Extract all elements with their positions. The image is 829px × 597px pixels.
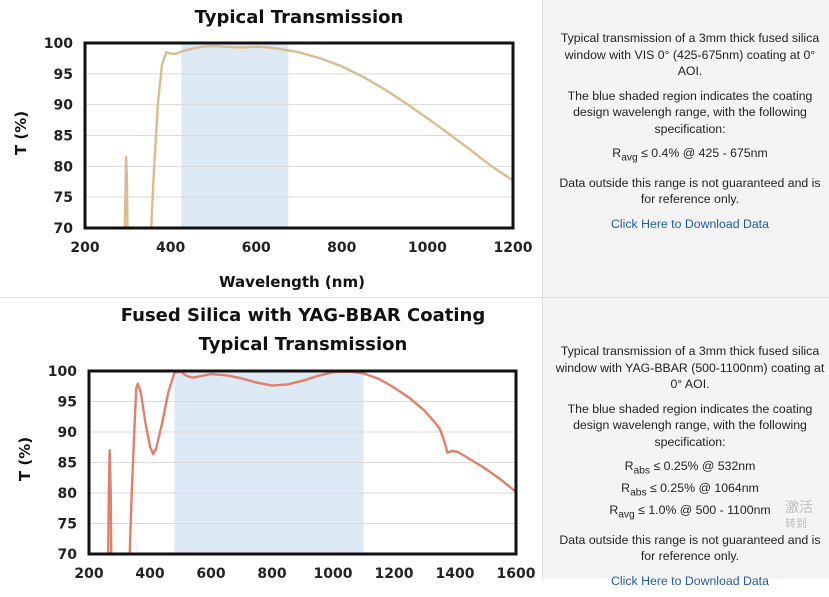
- chart1-plot-area: 70 75 80 85 90 95 100 200 400 600 800 1000 1200: [44, 36, 533, 256]
- chart2-plot-area: 70 75 80 85 90 95 100 200 400 600 800 1000 1200 1400 1…: [48, 364, 536, 579]
- chart1-ytick-label: 85: [54, 129, 73, 145]
- chart1-ylabel: T (%): [12, 111, 30, 155]
- chart2-series-line-1-seg-1: [106, 449, 113, 554]
- chart2-ytick-label: 70: [58, 547, 78, 563]
- panel1-spec-list: Ravg ≤ 0.4% @ 425 - 675nm: [552, 145, 828, 167]
- chart2-xtick-label: 200: [74, 566, 103, 579]
- chart1-ytick-label: 95: [54, 67, 73, 83]
- chart1-plot-frame: [83, 41, 515, 230]
- panel2-spec-list: Rabs ≤ 0.25% @ 532nm Rabs ≤ 0.25% @ 1064…: [552, 458, 828, 524]
- panel2-download-link[interactable]: Click Here to Download Data: [611, 573, 769, 588]
- chart1-ytick-label: 70: [54, 221, 74, 237]
- watermark-line-1: 激活: [785, 500, 813, 516]
- chart1-xtick-label: 400: [156, 240, 185, 256]
- chart1-xtick-label: 1000: [408, 240, 447, 256]
- chart1-xlabel: Wavelength (nm): [219, 273, 365, 291]
- panel2-spec-line: Rabs ≤ 0.25% @ 532nm: [624, 459, 756, 477]
- chart2-title-line-1: Fused Silica with YAG-BBAR Coating: [121, 305, 486, 326]
- panel1-download-link[interactable]: Click Here to Download Data: [611, 216, 769, 231]
- chart1-series-line-1-seg-1: [123, 155, 129, 228]
- chart2-xtick-label: 400: [135, 566, 164, 579]
- chart1-ytick-label: 90: [54, 98, 74, 114]
- chart2-series-line-1-seg-2: [128, 371, 516, 554]
- chart-yag-bbar-transmission: Fused Silica with YAG-BBAR Coating Typic…: [16, 305, 536, 579]
- chart1-ytick-label: 75: [54, 190, 73, 206]
- panel2-spec-line: Ravg ≤ 1.0% @ 500 - 1100nm: [609, 502, 771, 521]
- chart2-xtick-label: 800: [257, 566, 286, 579]
- chart2-plot-frame: [87, 369, 518, 556]
- chart2-ytick-label: 100: [48, 364, 77, 380]
- panel2-shaded-note: The blue shaded region indicates the coa…: [567, 401, 813, 449]
- panel2-description: Typical transmission of a 3mm thick fuse…: [555, 344, 825, 391]
- description-panel-2: Typical transmission of a 3mm thick fuse…: [552, 343, 828, 597]
- chart2-ytick-label: 80: [58, 486, 78, 502]
- chart2-title-line-2: Typical Transmission: [199, 334, 408, 355]
- panel1-spec-line: Ravg ≤ 0.4% @ 425 - 675nm: [612, 146, 768, 164]
- chart2-ytick-label: 75: [58, 517, 77, 533]
- chart1-title-line: Typical Transmission: [195, 7, 404, 28]
- chart1-series-line-1-seg-2: [150, 44, 513, 228]
- chart2-xtick-label: 1400: [436, 566, 475, 579]
- watermark-line-2: 转到: [785, 517, 807, 530]
- chart2-xtick-label: 1000: [314, 566, 353, 579]
- panel1-description: Typical transmission of a 3mm thick fuse…: [560, 31, 820, 78]
- os-activation-watermark: 激活 转到: [785, 500, 813, 532]
- chart2-ytick-label: 90: [58, 425, 78, 441]
- chart2-ylabel: T (%): [16, 437, 34, 481]
- chart1-ytick-label: 80: [54, 159, 74, 175]
- chart1-xtick-label: 200: [70, 240, 99, 256]
- panel2-spec-line: Rabs ≤ 0.25% @ 1064nm: [621, 480, 759, 499]
- panel1-shaded-note: The blue shaded region indicates the coa…: [567, 88, 813, 136]
- chart-vis-transmission: Typical Transmission 70 75 80 85 90 95 100 200 4…: [12, 7, 533, 291]
- panel1-disclaimer: Data outside this range is not guarantee…: [559, 175, 821, 207]
- row-divider: [0, 297, 829, 298]
- description-column: [542, 0, 829, 579]
- chart1-xtick-label: 1200: [494, 240, 533, 256]
- chart2-ytick-label: 85: [58, 456, 77, 472]
- panel2-disclaimer: Data outside this range is not guarantee…: [559, 532, 821, 564]
- chart2-xtick-label: 1200: [375, 566, 414, 579]
- chart2-ytick-label: 95: [58, 395, 77, 411]
- chart1-ytick-label: 100: [44, 36, 73, 52]
- chart2-xtick-label: 600: [196, 566, 225, 579]
- description-panel-1: Typical transmission of a 3mm thick fuse…: [552, 30, 828, 240]
- chart2-xtick-label: 1600: [497, 566, 536, 579]
- chart1-xtick-label: 800: [327, 240, 356, 256]
- chart1-xtick-label: 600: [242, 240, 271, 256]
